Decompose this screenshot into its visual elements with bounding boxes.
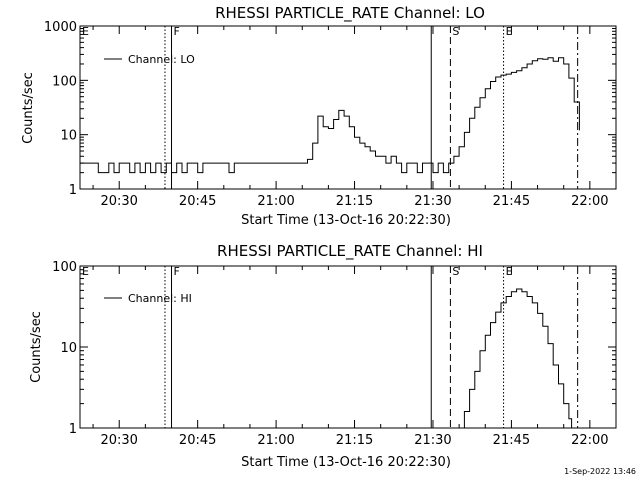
legend-label: Channel: HI xyxy=(128,292,192,305)
x-tick-label: 20:30 xyxy=(100,194,137,209)
x-tick-label: 20:45 xyxy=(179,194,216,209)
y-tick-label: 10 xyxy=(60,129,77,144)
y-tick-label: 100 xyxy=(52,260,77,275)
y-tick-label: 1000 xyxy=(44,20,77,35)
panel-hi: RHESSI PARTICLE_RATE Channel: HI Counts/… xyxy=(29,242,617,470)
marker-label: F xyxy=(174,265,180,278)
footer-timestamp: 1-Sep-2022 13:46 xyxy=(564,467,636,476)
x-tick-label: 22:00 xyxy=(571,433,608,448)
x-tick-label: 21:45 xyxy=(493,433,530,448)
marker-label: F xyxy=(174,25,180,38)
y-axis-label: Counts/sec xyxy=(21,72,36,144)
x-tick-label: 21:15 xyxy=(336,194,373,209)
x-tick-label: 20:45 xyxy=(179,433,216,448)
y-tick-label: 10 xyxy=(60,341,77,356)
series-line xyxy=(80,57,580,174)
legend: Channel: LO xyxy=(104,53,195,66)
x-tick-label: 22:00 xyxy=(571,194,608,209)
y-tick-label: 1 xyxy=(69,422,77,437)
x-tick-label: 21:45 xyxy=(493,194,530,209)
y-tick-label: 100 xyxy=(52,74,77,89)
legend-label: Channel: LO xyxy=(128,53,195,66)
x-tick-label: 20:30 xyxy=(100,433,137,448)
x-tick-label: 21:00 xyxy=(257,433,294,448)
x-tick-label: 21:15 xyxy=(336,433,373,448)
marker-label: E xyxy=(506,25,513,38)
x-tick-label: 21:30 xyxy=(414,433,451,448)
chart-title: RHESSI PARTICLE_RATE Channel: HI xyxy=(217,242,483,261)
x-axis-label: Start Time (13-Oct-16 20:22:30) xyxy=(241,455,451,470)
x-tick-label: 21:00 xyxy=(257,194,294,209)
series-line xyxy=(459,288,573,429)
plot-frame xyxy=(79,265,617,429)
panel-lo: RHESSI PARTICLE_RATE Channel: LO Counts/… xyxy=(21,4,617,228)
legend: Channel: HI xyxy=(104,292,192,305)
marker-label: E xyxy=(506,265,513,278)
marker-label: E xyxy=(82,265,89,278)
x-axis-label: Start Time (13-Oct-16 20:22:30) xyxy=(241,213,451,228)
x-tick-label: 21:30 xyxy=(414,194,451,209)
chart-title: RHESSI PARTICLE_RATE Channel: LO xyxy=(215,4,485,23)
plot-frame xyxy=(79,25,617,190)
y-axis-label: Counts/sec xyxy=(29,311,44,383)
marker-label: S xyxy=(452,265,459,278)
y-tick-label: 1 xyxy=(69,183,77,198)
marker-label: E xyxy=(82,25,89,38)
marker-label: S xyxy=(452,25,459,38)
